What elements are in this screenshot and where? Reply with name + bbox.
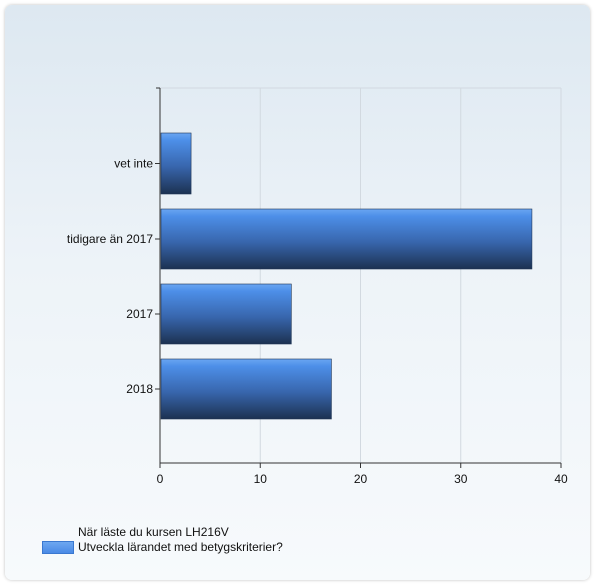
tick-labels: vet inte tidigare än 2017 2017 2018 0 10 20 30 4… bbox=[67, 157, 568, 487]
legend-line-1: När läste du kursen LH216V bbox=[78, 525, 229, 539]
y-tick-label-0: vet inte bbox=[114, 157, 153, 171]
legend-swatch bbox=[42, 541, 74, 554]
chart-panel bbox=[5, 5, 590, 580]
bar-1 bbox=[160, 208, 533, 270]
x-tick-label-3: 30 bbox=[454, 472, 468, 486]
bar-2 bbox=[160, 283, 292, 345]
y-tick-label-1: tidigare än 2017 bbox=[67, 232, 153, 246]
bar-3 bbox=[160, 358, 332, 420]
x-tick-label-2: 20 bbox=[354, 472, 368, 486]
x-tick-label-0: 0 bbox=[157, 472, 164, 486]
legend-line-2: Utveckla lärandet med betygskriterier? bbox=[78, 540, 283, 554]
y-tick-label-2: 2017 bbox=[126, 307, 153, 321]
legend-label: När läste du kursen LH216V Utveckla lära… bbox=[78, 525, 283, 555]
x-tick-label-4: 40 bbox=[554, 472, 568, 486]
bar-0 bbox=[160, 132, 192, 195]
bars bbox=[160, 132, 533, 420]
axes bbox=[155, 87, 562, 468]
y-tick-label-3: 2018 bbox=[126, 382, 153, 396]
x-tick-label-1: 10 bbox=[254, 472, 268, 486]
